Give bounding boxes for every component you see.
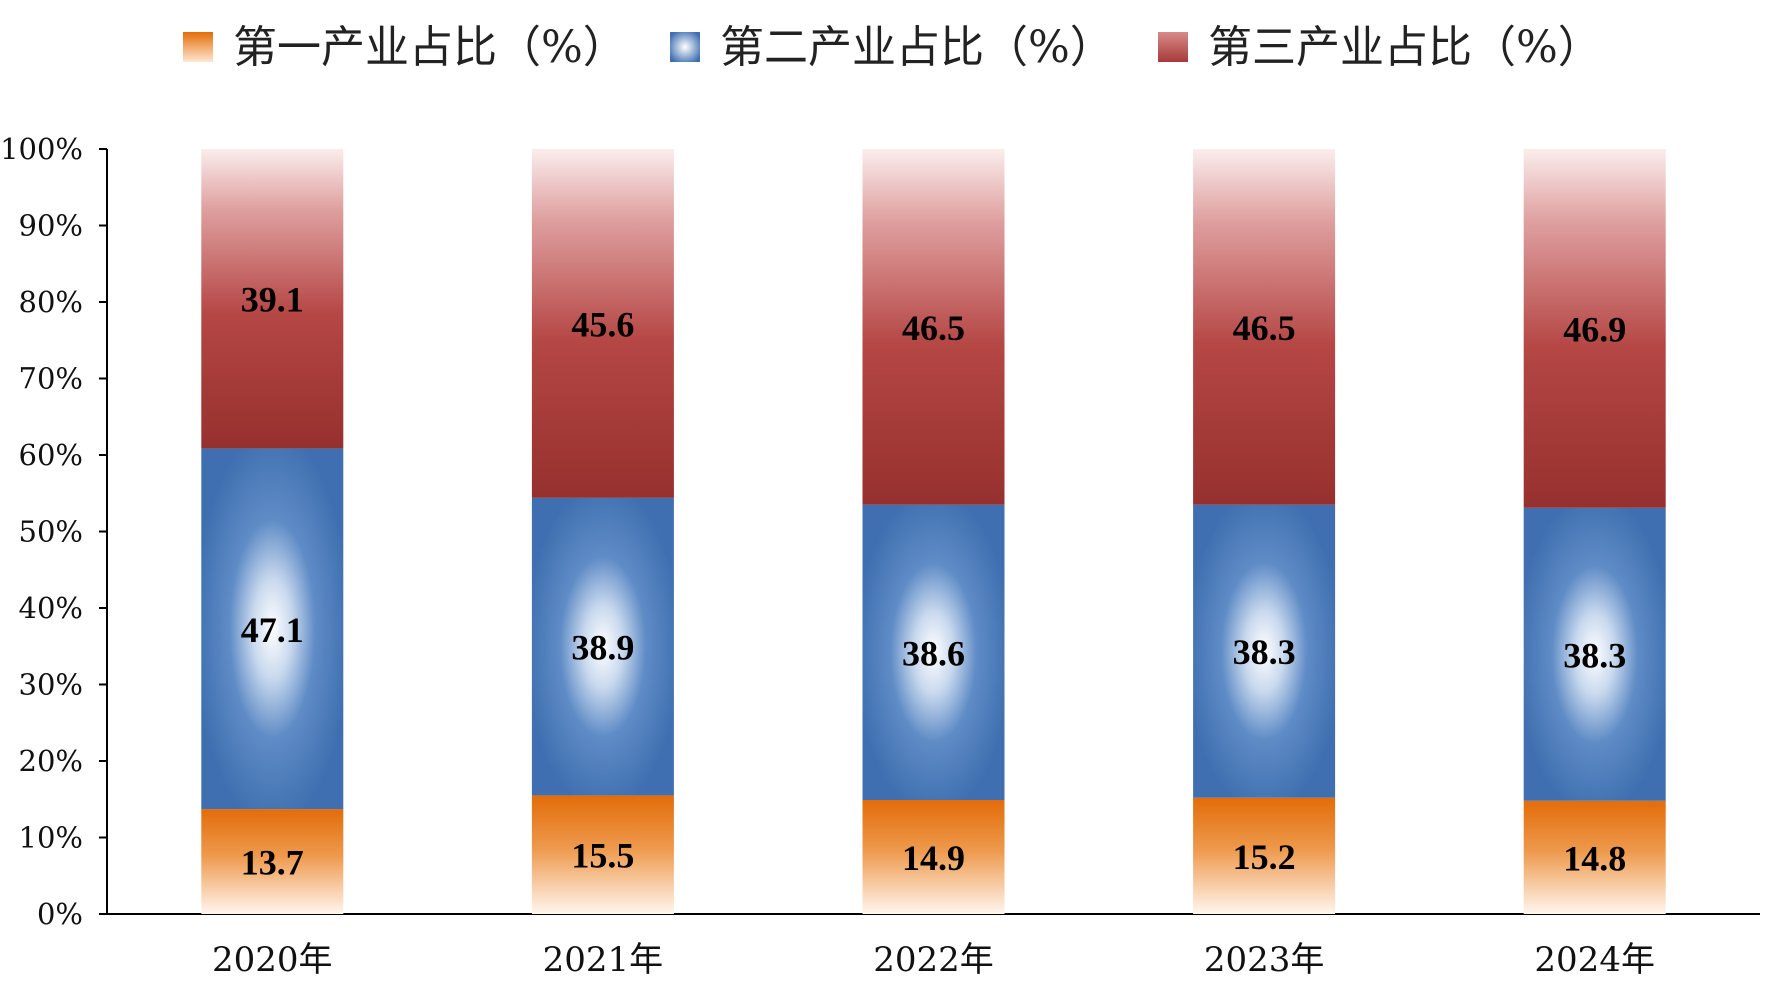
x-tick-label: 2024年 [1534, 940, 1655, 980]
legend-label: 第一产业占比（%） [233, 22, 627, 73]
x-tick-label: 2022年 [873, 940, 994, 980]
legend-item: 第三产业占比（%） [1158, 22, 1602, 73]
bar-segment [1193, 504, 1336, 798]
y-tick-label: 50% [19, 515, 83, 549]
bar-segment [1193, 149, 1336, 505]
bar-segment [1193, 797, 1336, 914]
y-tick-label: 10% [19, 821, 83, 855]
bar-segment [862, 149, 1005, 505]
legend: 第一产业占比（%） 第二产业占比（%） 第三产业占比（%） [183, 22, 1602, 73]
x-tick-label: 2023年 [1204, 940, 1325, 980]
x-tick-label: 2020年 [212, 940, 333, 980]
y-tick-label: 60% [19, 438, 83, 472]
data-label: 14.9 [902, 838, 965, 878]
data-label: 14.8 [1563, 838, 1626, 878]
y-tick-label: 20% [19, 744, 83, 778]
data-label: 38.6 [902, 633, 965, 673]
bar-segment [862, 800, 1005, 914]
data-label: 38.3 [1563, 635, 1626, 675]
data-label: 38.9 [571, 628, 634, 668]
bars [201, 149, 1666, 914]
data-label: 46.5 [902, 308, 965, 348]
data-label: 46.5 [1233, 308, 1296, 348]
bar-segment [531, 497, 674, 796]
data-label: 38.3 [1233, 632, 1296, 672]
data-label: 46.9 [1563, 309, 1626, 349]
y-tick-label: 0% [37, 897, 83, 931]
data-labels: 13.7 47.1 39.1 15.5 38.9 45.6 14.9 38.6 46.5 15.2… [241, 280, 1626, 883]
bar-segment [531, 149, 674, 498]
bar-stack [531, 149, 674, 914]
data-label: 47.1 [241, 610, 304, 650]
legend-swatch [183, 32, 213, 62]
bar-stack [862, 149, 1005, 914]
bar-stack [201, 149, 344, 914]
bar-segment [531, 795, 674, 914]
bar-segment [201, 809, 344, 914]
data-label: 15.2 [1233, 837, 1296, 877]
data-label: 39.1 [241, 280, 304, 320]
bar-segment [201, 149, 344, 449]
y-tick-label: 30% [19, 668, 83, 702]
legend-item: 第二产业占比（%） [670, 22, 1114, 73]
data-label: 45.6 [571, 304, 634, 344]
bar-stack [1523, 149, 1666, 914]
y-tick-label: 100% [0, 132, 83, 166]
bar-stack [1193, 149, 1336, 914]
axes: 0% 10% 20% 30% 40% 50% 60% 70% 80% 90% 100% 2020年 20… [0, 132, 1760, 980]
y-tick-label: 70% [19, 362, 83, 396]
data-label: 13.7 [241, 843, 304, 883]
bar-segment [1523, 149, 1666, 508]
legend-label: 第三产业占比（%） [1208, 22, 1602, 73]
legend-swatch [670, 32, 700, 62]
y-tick-label: 90% [19, 209, 83, 243]
x-tick-label: 2021年 [543, 940, 664, 980]
legend-label: 第二产业占比（%） [720, 22, 1114, 73]
y-tick-label: 40% [19, 591, 83, 625]
y-tick-label: 80% [19, 285, 83, 319]
legend-swatch [1158, 32, 1188, 62]
bar-segment [201, 448, 344, 810]
bar-segment [1523, 800, 1666, 914]
bar-segment [1523, 507, 1666, 801]
data-label: 15.5 [571, 836, 634, 876]
legend-item: 第一产业占比（%） [183, 22, 627, 73]
bar-segment [862, 504, 1005, 801]
